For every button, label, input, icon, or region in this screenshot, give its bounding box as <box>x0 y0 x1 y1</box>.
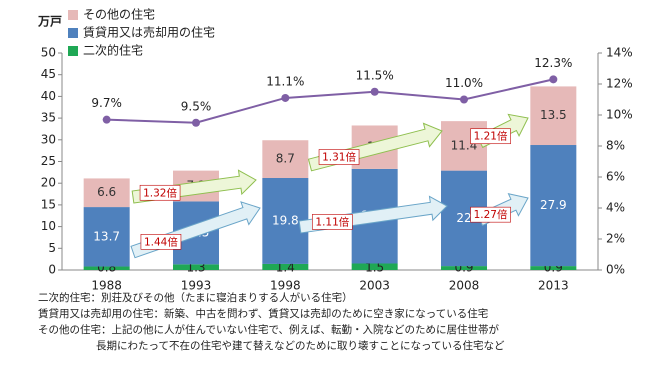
bar-segment <box>441 266 487 270</box>
line-label: 11.5% <box>356 68 394 82</box>
x-tick-label: 1993 <box>181 279 212 293</box>
y2-tick-label: 8% <box>606 139 625 153</box>
line-point <box>281 93 290 102</box>
line-label: 9.7% <box>91 96 122 110</box>
annotation-box <box>140 234 182 250</box>
note: 長期にわたって不在の住宅や建て替えなどのために取り壊すことになっている住宅など <box>96 339 505 352</box>
legend-swatch <box>68 10 78 20</box>
line <box>106 78 554 124</box>
annotation-box <box>470 128 511 145</box>
bar-segment <box>262 263 309 270</box>
x-tick-label: 1988 <box>91 279 122 293</box>
x-tick-label: 1998 <box>270 279 301 293</box>
legend-label: その他の住宅 <box>83 7 155 22</box>
y2-tick-label: 2% <box>606 232 625 246</box>
bar-segment <box>173 264 219 270</box>
annotation-box <box>318 149 360 165</box>
line-point <box>370 87 379 96</box>
line-point <box>192 118 200 127</box>
data-label: 1.4 <box>276 261 295 275</box>
note: その他の住宅：上記の他に人が住んでいない住宅で、例えば、転勤・入院などのために居… <box>38 323 500 336</box>
data-label: 13.7 <box>93 229 120 243</box>
line-label: 12.3% <box>534 56 572 70</box>
bar-segment <box>351 263 398 270</box>
note: 賃貸用又は売却用の住宅：新築、中古を問わず、賃貸又は売却のために空き家になってい… <box>38 307 488 320</box>
annotation: 1.11倍 <box>315 215 349 228</box>
y-tick-label: 20 <box>41 176 56 190</box>
note: 二次的住宅：別荘及びその他（たまに寝泊まりする人がいる住宅） <box>38 291 353 304</box>
annotation-box <box>470 206 511 223</box>
annotation: 1.27倍 <box>474 208 508 221</box>
annotation-box <box>139 184 181 201</box>
y2-tick-label: 12% <box>606 77 633 91</box>
y-tick-label: 40 <box>41 89 56 103</box>
annotation: 1.21倍 <box>474 130 508 143</box>
x-tick-label: 2003 <box>359 279 390 293</box>
line-label: 11.1% <box>266 74 304 88</box>
y2-tick-label: 14% <box>606 46 633 60</box>
y2-tick-label: 4% <box>606 201 625 215</box>
y2-tick-label: 6% <box>606 170 625 184</box>
y-tick-label: 0 <box>48 263 56 277</box>
y2-tick-label: 0% <box>606 263 625 277</box>
annotation: 1.32倍 <box>143 186 177 199</box>
legend-label: 二次的住宅 <box>83 43 143 58</box>
legend-label: 賃貸用又は売却用の住宅 <box>83 25 215 40</box>
bar-segment <box>530 86 577 146</box>
line-point <box>460 95 468 104</box>
y-tick-label: 25 <box>41 154 56 168</box>
annotation: 1.31倍 <box>322 151 356 164</box>
data-label: 22 <box>456 211 471 225</box>
bar-segment <box>83 266 130 270</box>
bar-segment <box>83 178 130 208</box>
line-point <box>549 75 558 84</box>
annotation: 1.44倍 <box>144 235 178 248</box>
y-axis-label: 万戸 <box>37 15 62 29</box>
y-tick-label: 50 <box>41 46 56 60</box>
bar-segment <box>530 266 577 270</box>
data-label: 8.7 <box>276 152 295 166</box>
data-label: 27.9 <box>540 198 567 212</box>
line-point <box>102 115 111 124</box>
legend-swatch <box>68 46 78 56</box>
data-label: 6.6 <box>97 185 116 199</box>
bar-segment <box>262 140 309 178</box>
y-tick-label: 10 <box>41 219 56 233</box>
bar-segment <box>83 207 130 267</box>
data-label: 1.5 <box>365 261 384 275</box>
line-label: 9.5% <box>181 99 212 113</box>
y-tick-label: 15 <box>41 197 56 211</box>
annotation-box <box>312 214 353 230</box>
bar-segment <box>530 145 577 267</box>
legend-swatch <box>68 28 78 38</box>
x-tick-label: 2008 <box>449 279 480 293</box>
y2-tick-label: 10% <box>606 108 633 122</box>
y-tick-label: 30 <box>41 132 56 146</box>
data-label: 13.5 <box>540 108 567 122</box>
y-tick-label: 5 <box>48 241 56 255</box>
y-tick-label: 45 <box>41 67 56 81</box>
x-tick-label: 2013 <box>538 279 569 293</box>
data-label: 19.8 <box>272 213 299 227</box>
line-label: 11.0% <box>445 76 483 90</box>
y-tick-label: 35 <box>41 111 56 125</box>
